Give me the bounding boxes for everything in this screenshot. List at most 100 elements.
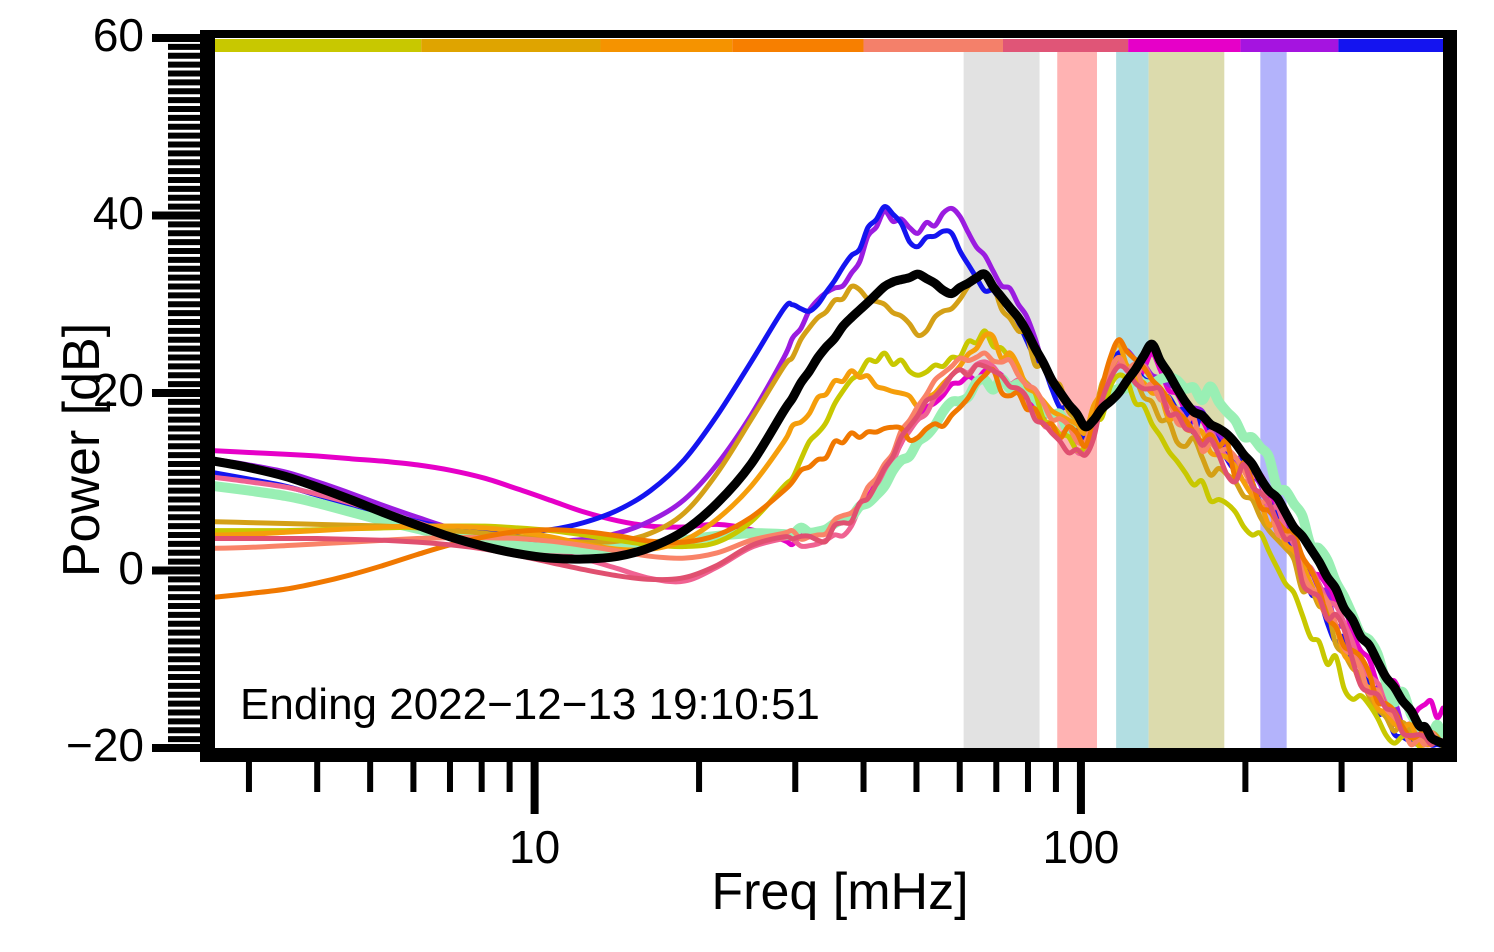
y-tick-minor	[168, 123, 200, 130]
y-tick-minor	[168, 700, 200, 707]
x-tick-minor	[993, 762, 1000, 792]
colorbar-segment-2	[600, 39, 733, 52]
y-tick-minor	[168, 611, 200, 618]
y-tick-minor	[168, 656, 200, 663]
y-tick-minor	[168, 682, 200, 689]
colorbar-segment-3	[732, 39, 864, 52]
band-periwinkle	[1260, 50, 1287, 748]
y-tick-label: 40	[92, 186, 144, 239]
y-tick-minor	[168, 478, 200, 485]
x-tick-minor	[1052, 762, 1059, 792]
y-tick-minor	[168, 106, 200, 112]
y-tick-minor	[168, 230, 200, 237]
y-tick-minor	[168, 363, 200, 370]
y-tick-minor	[168, 461, 200, 467]
series-ch-crimson	[215, 362, 1443, 747]
y-tick-label: 20	[92, 364, 144, 416]
y-tick-minor	[168, 354, 200, 361]
y-tick-minor	[168, 70, 200, 77]
series-mean	[215, 269, 1443, 748]
x-tick-label: 10	[509, 821, 561, 873]
y-tick-minor	[168, 532, 200, 538]
y-tick-minor	[168, 638, 200, 645]
x-tick-minor	[956, 762, 963, 792]
y-tick-label: 60	[92, 9, 144, 61]
x-tick-minor	[1406, 762, 1413, 792]
y-tick-minor	[168, 194, 200, 201]
frame-left	[200, 30, 215, 762]
x-tick-minor	[1024, 762, 1031, 792]
y-tick-minor	[168, 97, 200, 104]
y-tick-major	[152, 211, 200, 220]
y-tick-minor	[168, 221, 200, 228]
y-tick-minor	[168, 150, 200, 157]
y-tick-minor	[168, 114, 200, 121]
axes-frame-group	[200, 30, 1457, 762]
y-tick-minor	[168, 398, 200, 405]
y-tick-minor	[168, 505, 200, 512]
x-tick-minor	[696, 762, 703, 792]
y-tick-minor	[168, 239, 200, 246]
y-tick-minor	[168, 629, 200, 636]
frame-top	[200, 30, 1443, 38]
frame-bottom	[200, 748, 1443, 762]
colorbar-segment-7	[1240, 39, 1339, 52]
y-tick-label: 0	[118, 541, 144, 594]
x-tick-minor	[245, 762, 252, 792]
y-tick-minor	[168, 52, 200, 59]
x-tick-minor	[506, 762, 513, 792]
x-tick-minor	[478, 762, 485, 792]
y-tick-minor	[168, 381, 200, 388]
y-tick-major	[152, 744, 200, 752]
y-tick-minor	[168, 292, 200, 299]
y-tick-minor	[168, 141, 200, 148]
y-tick-minor	[168, 425, 200, 432]
y-tick-minor	[168, 594, 200, 601]
x-axis-label: Freq [mHz]	[711, 863, 969, 921]
y-tick-minor	[168, 736, 200, 743]
y-tick-minor	[168, 61, 200, 68]
y-tick-minor	[168, 558, 200, 565]
y-tick-major	[152, 566, 200, 575]
y-tick-minor	[168, 487, 200, 494]
axis-ticks-group	[152, 34, 1413, 814]
y-tick-minor	[168, 443, 200, 450]
y-tick-minor	[168, 665, 200, 672]
y-tick-minor	[168, 319, 200, 325]
x-tick-minor	[1242, 762, 1249, 792]
y-tick-minor	[168, 79, 200, 86]
y-tick-minor	[168, 469, 200, 476]
y-tick-minor	[168, 540, 200, 547]
y-tick-minor	[168, 452, 200, 459]
y-tick-minor	[168, 274, 200, 281]
y-tick-major	[152, 34, 200, 42]
y-tick-minor	[168, 310, 200, 317]
x-tick-label: 100	[1042, 821, 1120, 873]
y-tick-minor	[168, 407, 200, 414]
series-curves-group	[215, 204, 1443, 748]
y-tick-minor	[168, 523, 200, 530]
x-tick-minor	[792, 762, 799, 792]
y-tick-minor	[168, 620, 200, 627]
y-tick-minor	[168, 603, 200, 609]
y-tick-minor	[168, 372, 200, 379]
y-tick-minor	[168, 256, 200, 263]
ending-timestamp-annotation: Ending 2022−12−13 19:10:51	[240, 680, 820, 729]
x-tick-minor	[314, 762, 321, 792]
y-tick-minor	[168, 132, 200, 139]
y-tick-minor	[168, 327, 200, 334]
colorbar-segment-0	[215, 39, 422, 52]
frame-right	[1443, 30, 1457, 762]
y-tick-minor	[168, 709, 200, 716]
x-tick-minor	[913, 762, 920, 792]
y-tick-minor	[168, 283, 200, 290]
y-tick-label: −20	[65, 719, 144, 771]
colorbar-segment-6	[1128, 39, 1241, 52]
colorbar-segment-8	[1338, 39, 1443, 52]
y-tick-minor	[168, 301, 200, 308]
y-tick-minor	[168, 576, 200, 583]
y-tick-minor	[168, 549, 200, 556]
y-tick-minor	[168, 248, 200, 254]
